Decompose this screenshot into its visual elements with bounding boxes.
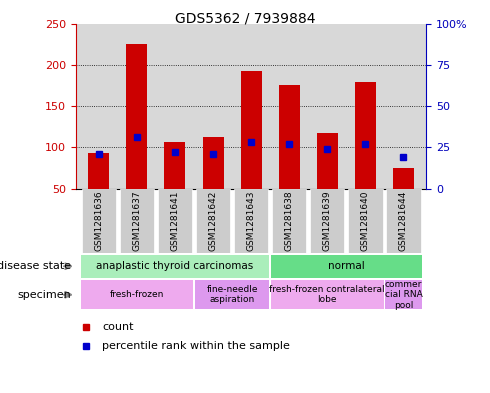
FancyBboxPatch shape: [80, 280, 193, 309]
Bar: [393, 168, 414, 189]
FancyBboxPatch shape: [348, 189, 383, 253]
FancyBboxPatch shape: [272, 189, 306, 253]
Text: commer
cial RNA
pool: commer cial RNA pool: [385, 280, 422, 310]
FancyBboxPatch shape: [120, 189, 154, 253]
Bar: [355, 82, 376, 189]
Text: GSM1281641: GSM1281641: [171, 191, 179, 251]
FancyBboxPatch shape: [195, 280, 270, 309]
Bar: [241, 71, 262, 189]
FancyBboxPatch shape: [234, 189, 268, 253]
Text: specimen: specimen: [17, 290, 71, 300]
Text: GSM1281636: GSM1281636: [94, 191, 103, 252]
Bar: [202, 137, 223, 189]
FancyBboxPatch shape: [271, 280, 384, 309]
Text: GSM1281638: GSM1281638: [285, 191, 294, 252]
Bar: [126, 44, 147, 189]
FancyBboxPatch shape: [310, 189, 344, 253]
Text: count: count: [102, 321, 134, 332]
FancyBboxPatch shape: [196, 189, 230, 253]
Text: GSM1281639: GSM1281639: [323, 191, 332, 252]
Text: normal: normal: [328, 261, 365, 271]
Text: GSM1281637: GSM1281637: [132, 191, 142, 252]
Text: GDS5362 / 7939884: GDS5362 / 7939884: [175, 12, 315, 26]
Text: fine-needle
aspiration: fine-needle aspiration: [206, 285, 258, 305]
Bar: [88, 153, 109, 189]
FancyBboxPatch shape: [386, 189, 420, 253]
Bar: [165, 142, 185, 189]
Text: GSM1281644: GSM1281644: [399, 191, 408, 251]
Text: GSM1281642: GSM1281642: [209, 191, 218, 251]
Text: GSM1281640: GSM1281640: [361, 191, 370, 251]
Bar: [279, 84, 300, 189]
Text: anaplastic thyroid carcinomas: anaplastic thyroid carcinomas: [97, 261, 254, 271]
Text: GSM1281643: GSM1281643: [246, 191, 256, 251]
FancyBboxPatch shape: [80, 255, 270, 278]
Text: fresh-frozen contralateral
lobe: fresh-frozen contralateral lobe: [270, 285, 385, 305]
Text: percentile rank within the sample: percentile rank within the sample: [102, 340, 290, 351]
Text: disease state: disease state: [0, 261, 71, 271]
FancyBboxPatch shape: [158, 189, 192, 253]
Text: fresh-frozen: fresh-frozen: [110, 290, 164, 299]
FancyBboxPatch shape: [82, 189, 116, 253]
FancyBboxPatch shape: [385, 280, 422, 309]
FancyBboxPatch shape: [271, 255, 422, 278]
Bar: [317, 133, 338, 189]
